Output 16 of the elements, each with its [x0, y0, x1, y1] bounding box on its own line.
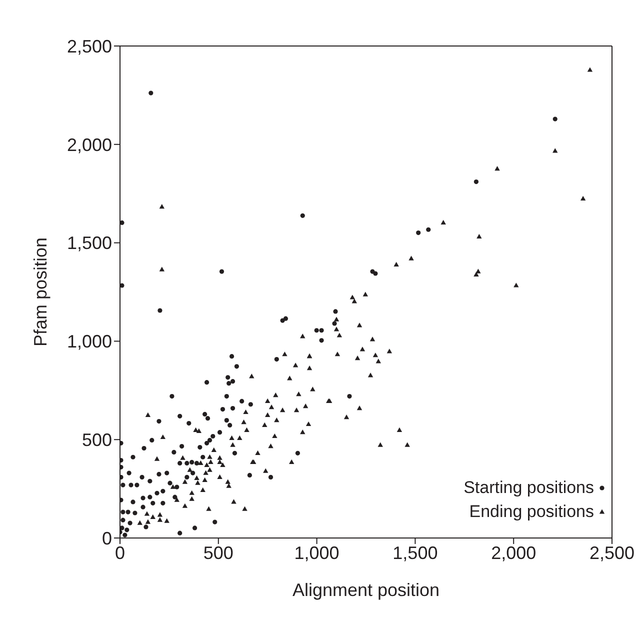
x-tick-label: 1,500 [392, 542, 438, 563]
y-axis-title: Pfam position [30, 237, 50, 347]
x-axis-title: Alignment position [292, 580, 440, 600]
legend-label: Ending positions [469, 501, 594, 523]
y-tick-label: 2,500 [66, 36, 112, 56]
x-tick-label: 500 [203, 542, 234, 563]
x-tick-label: 2,000 [491, 542, 536, 563]
x-tick-label: 1,000 [294, 542, 340, 563]
x-tick-label: 2,500 [589, 542, 635, 563]
y-tick-label: 1,000 [66, 332, 112, 352]
y-tick-label: 2,000 [66, 134, 112, 155]
y-tick-label: 1,500 [66, 233, 112, 254]
y-tick-label: 0 [102, 528, 112, 548]
x-tick-label: 0 [114, 542, 126, 563]
legend-label: Starting positions [464, 477, 594, 499]
y-tick-label: 500 [82, 430, 112, 450]
